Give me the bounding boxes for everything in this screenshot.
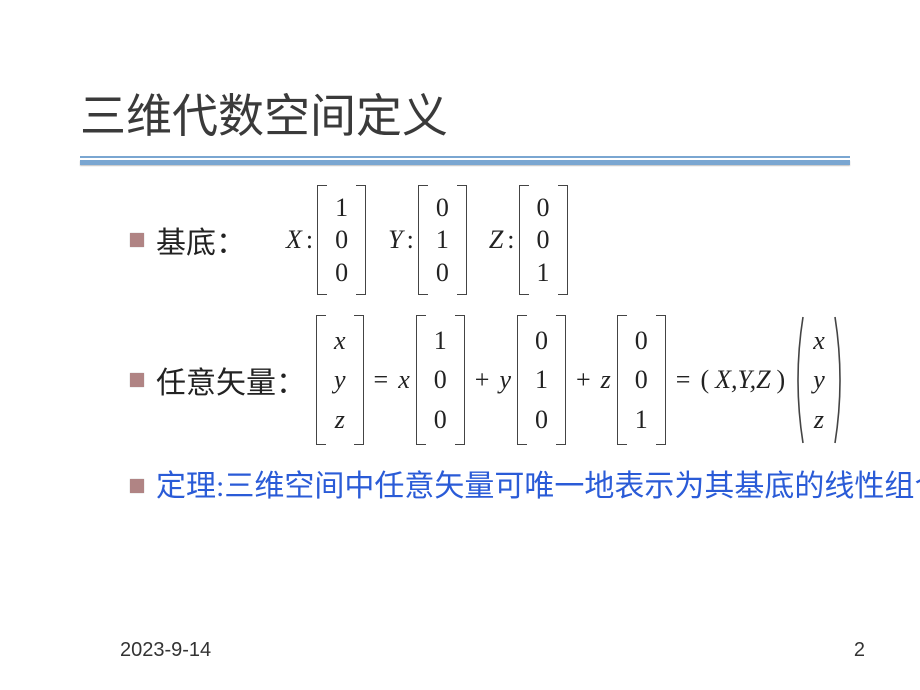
basis-vector-Z: Z: 0 0 1 <box>489 185 568 295</box>
basis-label: 基底： <box>156 218 246 262</box>
title-underline <box>80 156 850 165</box>
plus-sign: + <box>572 365 595 395</box>
basis-vector-Y: Y: 0 1 0 <box>388 185 467 295</box>
coef-y: y <box>499 365 511 395</box>
rhs-paren-vector: x y z <box>791 315 847 445</box>
lhs-vector: x y z <box>316 315 364 445</box>
equals-sign: = <box>672 365 695 395</box>
bullet-square-icon <box>130 373 144 387</box>
basis-vectors: X: 1 0 0 Y: <box>286 185 568 295</box>
term-vector-3: 0 0 1 <box>617 315 666 445</box>
footer-page-number: 2 <box>854 639 865 662</box>
coef-x: x <box>398 365 410 395</box>
bullet-basis: 基底： X: 1 0 0 Y: <box>130 185 850 295</box>
coef-z: z <box>601 365 611 395</box>
bullet-theorem: 定理:三维空间中任意矢量可唯一地表示为其基底的线性组合 <box>130 465 850 509</box>
paren-left-icon <box>791 315 805 445</box>
vector-name: Z <box>489 225 503 255</box>
vector-name: Y <box>388 225 402 255</box>
paren-right-icon <box>833 315 847 445</box>
tuple-open: ( <box>700 365 709 395</box>
tuple-xyz: X,Y,Z <box>715 365 770 395</box>
slide-title: 三维代数空间定义 <box>80 80 850 146</box>
basis-vector-X: X: 1 0 0 <box>286 185 366 295</box>
term-vector-2: 0 1 0 <box>517 315 566 445</box>
footer-date: 2023-9-14 <box>120 639 211 662</box>
term-vector-1: 1 0 0 <box>416 315 465 445</box>
tuple-close: ) <box>777 365 786 395</box>
bullet-square-icon <box>130 233 144 247</box>
bullet-arbitrary: 任意矢量： x y z = x 1 0 <box>130 315 850 445</box>
bullet-list: 基底： X: 1 0 0 Y: <box>130 185 850 509</box>
equals-sign: = <box>370 365 393 395</box>
vector-name: X <box>286 225 302 255</box>
slide: 三维代数空间定义 基底： X: 1 0 0 <box>0 0 920 690</box>
bullet-square-icon <box>130 479 144 493</box>
plus-sign: + <box>471 365 494 395</box>
theorem-text: 定理:三维空间中任意矢量可唯一地表示为其基底的线性组合 <box>156 465 836 509</box>
arbitrary-label: 任意矢量： <box>156 358 306 402</box>
arbitrary-equation: x y z = x 1 0 0 + <box>316 315 847 445</box>
